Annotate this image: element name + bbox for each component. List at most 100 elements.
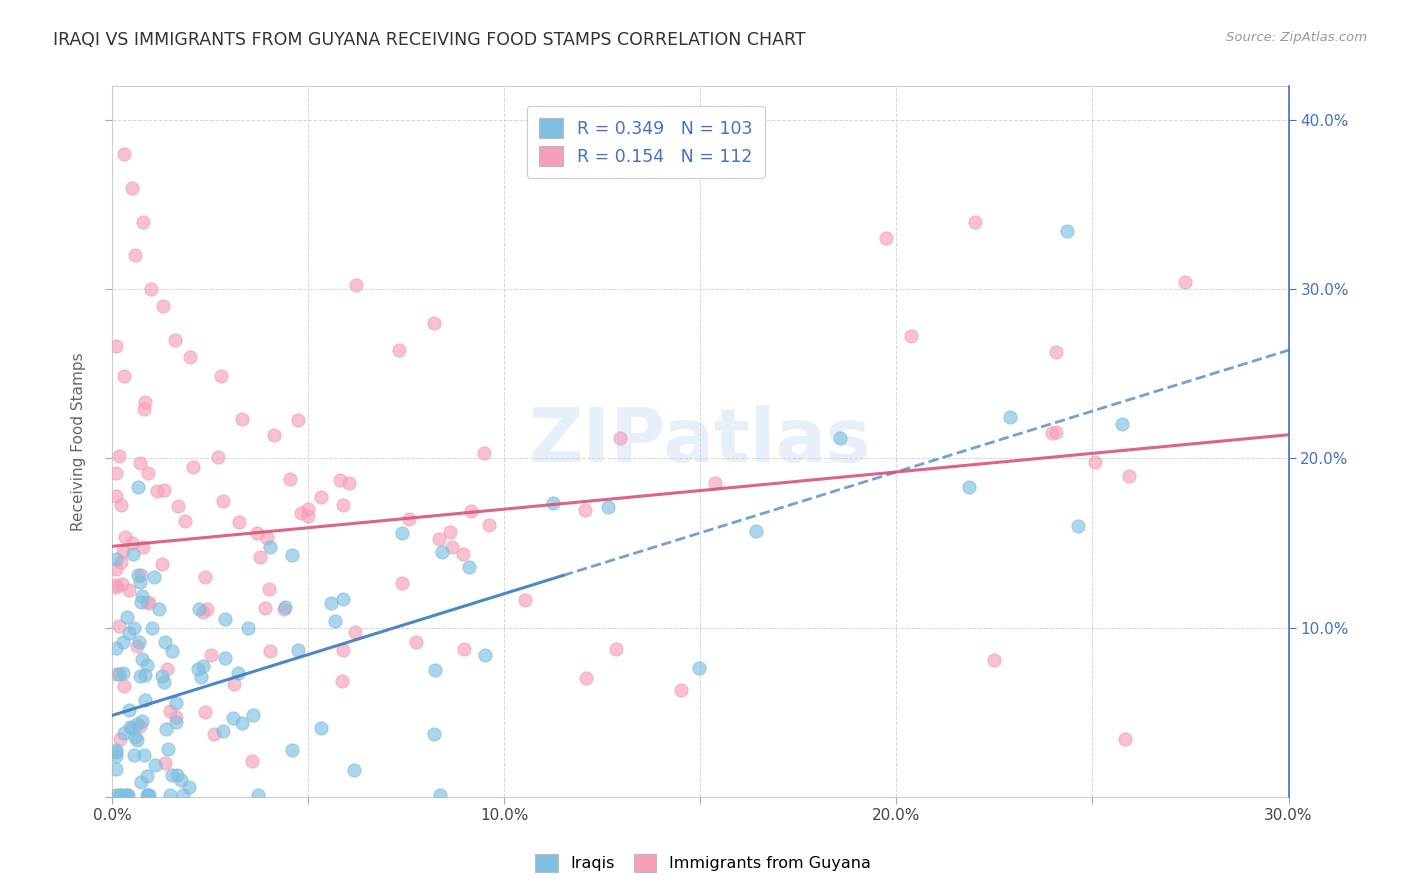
Point	[105, 488, 128, 502]
Point	[323, 614, 346, 628]
Point	[104, 339, 127, 353]
Point	[134, 693, 156, 707]
Point	[574, 503, 596, 517]
Point	[332, 498, 354, 512]
Point	[231, 715, 253, 730]
Point	[704, 475, 727, 490]
Point	[187, 602, 209, 616]
Point	[107, 667, 129, 681]
Point	[167, 499, 190, 513]
Point	[125, 640, 148, 654]
Point	[875, 230, 897, 244]
Point	[127, 568, 149, 582]
Point	[246, 526, 269, 541]
Point	[136, 466, 159, 480]
Point	[422, 727, 444, 741]
Point	[129, 669, 152, 683]
Point	[124, 248, 146, 262]
Point	[131, 714, 153, 728]
Point	[153, 483, 176, 497]
Point	[474, 648, 496, 663]
Text: ZIPatlas: ZIPatlas	[529, 405, 872, 478]
Point	[108, 732, 131, 747]
Point	[280, 742, 302, 756]
Point	[129, 719, 152, 733]
Point	[1111, 417, 1133, 432]
Point	[290, 506, 312, 520]
Point	[429, 788, 451, 802]
Point	[112, 147, 135, 161]
Point	[118, 626, 141, 640]
Point	[131, 652, 153, 666]
Y-axis label: Receiving Food Stamps: Receiving Food Stamps	[72, 352, 86, 531]
Point	[259, 644, 281, 658]
Point	[152, 299, 174, 313]
Point	[129, 775, 152, 789]
Point	[138, 596, 160, 610]
Point	[127, 480, 149, 494]
Point	[132, 541, 155, 555]
Point	[121, 721, 143, 735]
Point	[240, 754, 263, 768]
Point	[430, 544, 453, 558]
Point	[155, 662, 177, 676]
Point	[828, 431, 851, 445]
Point	[159, 788, 181, 802]
Point	[122, 747, 145, 762]
Point	[422, 316, 444, 330]
Point	[1118, 468, 1140, 483]
Point	[609, 431, 631, 445]
Point	[388, 343, 411, 357]
Point	[319, 595, 342, 609]
Point	[1056, 224, 1078, 238]
Point	[344, 277, 367, 292]
Point	[209, 369, 232, 384]
Point	[118, 720, 141, 734]
Point	[112, 544, 135, 558]
Point	[134, 395, 156, 409]
Point	[165, 696, 187, 710]
Point	[212, 494, 235, 508]
Point	[138, 788, 160, 802]
Point	[337, 476, 360, 491]
Point	[343, 763, 366, 777]
Point	[129, 595, 152, 609]
Point	[957, 480, 980, 494]
Point	[1114, 731, 1136, 746]
Point	[136, 788, 159, 802]
Point	[127, 732, 149, 747]
Point	[231, 411, 253, 425]
Point	[249, 549, 271, 564]
Point	[287, 642, 309, 657]
Point	[145, 483, 167, 498]
Point	[343, 624, 366, 639]
Point	[179, 350, 201, 364]
Point	[256, 531, 278, 545]
Point	[107, 450, 129, 464]
Point	[104, 578, 127, 592]
Point	[114, 530, 136, 544]
Point	[242, 707, 264, 722]
Point	[135, 788, 157, 802]
Point	[332, 643, 354, 657]
Point	[170, 773, 193, 788]
Point	[129, 456, 152, 470]
Point	[112, 726, 135, 740]
Point	[104, 466, 127, 480]
Point	[104, 762, 127, 776]
Point	[202, 727, 225, 741]
Point	[155, 723, 177, 737]
Point	[118, 583, 141, 598]
Text: IRAQI VS IMMIGRANTS FROM GUYANA RECEIVING FOOD STAMPS CORRELATION CHART: IRAQI VS IMMIGRANTS FROM GUYANA RECEIVIN…	[53, 31, 806, 49]
Point	[114, 788, 136, 802]
Point	[1040, 426, 1063, 441]
Point	[112, 665, 135, 680]
Point	[273, 601, 295, 615]
Point	[111, 635, 134, 649]
Point	[155, 635, 177, 649]
Point	[121, 535, 143, 549]
Point	[143, 570, 166, 584]
Point	[391, 525, 413, 540]
Point	[111, 576, 134, 591]
Point	[129, 567, 152, 582]
